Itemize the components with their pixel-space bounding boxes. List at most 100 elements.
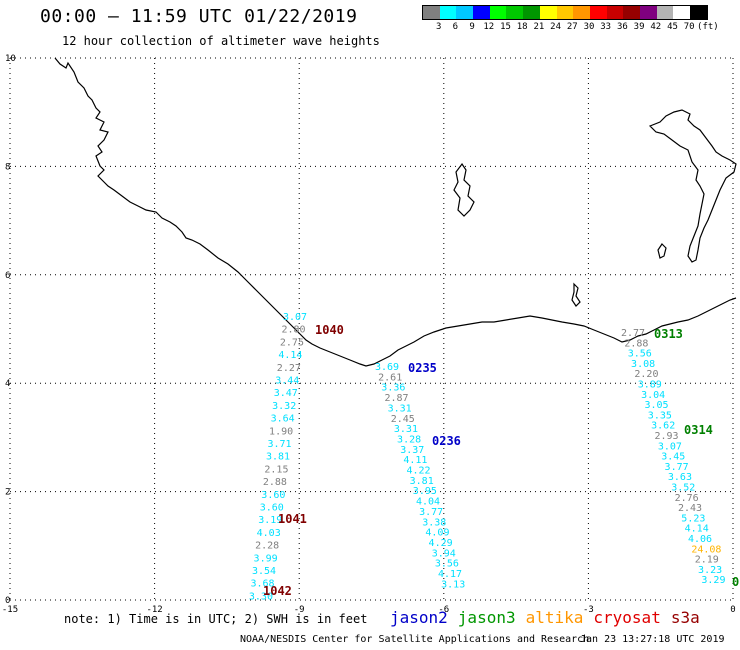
scale-label: 27 bbox=[566, 22, 578, 32]
x-tick-label: -12 bbox=[146, 605, 162, 615]
color-scale-boxes bbox=[422, 5, 708, 20]
scale-label: 36 bbox=[616, 22, 628, 32]
wave-height-value: 3.77 bbox=[419, 507, 443, 518]
scale-label: 70 bbox=[683, 22, 695, 32]
wave-height-value: 3.89 bbox=[638, 380, 662, 391]
wave-height-value: 3.08 bbox=[631, 359, 655, 370]
pass-time-label: 0235 bbox=[408, 361, 437, 375]
wave-height-value: 3.38 bbox=[422, 517, 446, 528]
wave-height-value: 3.19 bbox=[258, 515, 282, 526]
footer-credit: NOAA/NESDIS Center for Satellite Applica… bbox=[240, 634, 590, 645]
wave-height-value: 2.77 bbox=[621, 328, 645, 339]
y-tick-label: 8 bbox=[5, 162, 10, 172]
wave-height-value: 3.54 bbox=[252, 566, 276, 577]
scale-label: 18 bbox=[516, 22, 528, 32]
wave-height-value: 3.94 bbox=[432, 548, 456, 559]
coastline-segment bbox=[54, 57, 737, 367]
y-tick-label: 10 bbox=[5, 54, 16, 64]
x-tick-label: 0 bbox=[730, 605, 735, 615]
scale-label: 6 bbox=[452, 22, 459, 32]
wave-height-value: 2.45 bbox=[391, 414, 415, 425]
wave-height-value: 3.77 bbox=[665, 462, 689, 473]
wave-height-value: 3.60 bbox=[260, 503, 284, 514]
scale-swatch bbox=[523, 6, 540, 19]
coastline bbox=[54, 57, 737, 367]
satellite-legend: jason2 jason3 altika cryosat s3a bbox=[390, 608, 700, 627]
coastline-segment bbox=[453, 162, 475, 217]
wave-height-value: 2.43 bbox=[678, 503, 702, 514]
color-scale: 3 6 9 12 15 18 21 24 27 30 33 36 39 42 45 70 (ft) bbox=[422, 5, 719, 34]
scale-swatch bbox=[639, 6, 657, 19]
pass-time-label: 1042 bbox=[263, 584, 292, 598]
wave-height-value: 3.32 bbox=[272, 401, 296, 412]
scale-label: 42 bbox=[650, 22, 662, 32]
wave-height-value: 3.04 bbox=[641, 390, 665, 401]
wave-height-value: 3.68 bbox=[250, 579, 274, 590]
pass-time-labels: 1040 1041 1042 0235 0236 0313 0314 0 bbox=[263, 323, 739, 598]
wave-height-value: 2.88 bbox=[624, 338, 648, 349]
wave-height-value: 3.37 bbox=[400, 445, 424, 456]
wave-height-value: 4.14 bbox=[685, 524, 709, 535]
wave-height-value: 3.64 bbox=[271, 414, 295, 425]
wave-height-values: 3.07 2.802.75 4.14 2.27 3.443.47 3.32 3.641.90… bbox=[249, 312, 726, 602]
wave-height-value: 3.60 bbox=[261, 490, 285, 501]
scale-swatch bbox=[489, 6, 507, 19]
coastline-segment bbox=[648, 109, 737, 263]
wave-height-value: 3.44 bbox=[275, 376, 299, 387]
scale-swatch bbox=[673, 6, 690, 19]
legend-item-s3a: s3a bbox=[670, 608, 700, 627]
wave-height-value: 2.27 bbox=[277, 363, 301, 374]
coastline-segment bbox=[571, 282, 581, 307]
wave-height-value: 3.07 bbox=[658, 441, 682, 452]
wave-height-value: 3.28 bbox=[397, 434, 421, 445]
scale-label: (ft) bbox=[697, 22, 719, 32]
axis-tick-labels: -15 -12 -9 -6 -3 0 0 2 4 6 8 10 bbox=[2, 54, 736, 615]
y-tick-label: 0 bbox=[5, 596, 10, 606]
pass-time-label: 0236 bbox=[432, 434, 461, 448]
page-subtitle: 12 hour collection of altimeter wave hei… bbox=[62, 34, 380, 48]
wave-height-value: 4.14 bbox=[278, 350, 302, 361]
scale-swatch bbox=[539, 6, 557, 19]
legend-item-jason2: jason2 bbox=[390, 608, 448, 627]
wave-height-value: 3.62 bbox=[651, 421, 675, 432]
scale-swatch bbox=[573, 6, 590, 19]
footer-timestamp: Jan 23 13:27:18 UTC 2019 bbox=[580, 634, 725, 645]
wave-height-value: 2.88 bbox=[263, 477, 287, 488]
wave-height-value: 2.20 bbox=[634, 369, 658, 380]
wave-height-value: 3.56 bbox=[435, 559, 459, 570]
wave-height-value: 4.29 bbox=[429, 538, 453, 549]
wave-height-value: 5.23 bbox=[681, 513, 705, 524]
wave-height-value: 3.29 bbox=[701, 575, 725, 586]
scale-swatch bbox=[439, 6, 457, 19]
wave-height-value: 3.63 bbox=[668, 472, 692, 483]
scale-swatch bbox=[656, 6, 674, 19]
scale-label: 39 bbox=[633, 22, 645, 32]
scale-label: 30 bbox=[583, 22, 595, 32]
scale-swatch bbox=[623, 6, 640, 19]
coastline-segment bbox=[657, 243, 667, 259]
y-tick-label: 6 bbox=[5, 271, 10, 281]
wave-height-value: 4.06 bbox=[688, 534, 712, 545]
wave-height-value: 2.93 bbox=[655, 431, 679, 442]
wave-height-value: 2.75 bbox=[280, 337, 304, 348]
scale-label: 24 bbox=[550, 22, 562, 32]
pass-time-label: 0313 bbox=[654, 327, 683, 341]
x-tick-label: -3 bbox=[583, 605, 594, 615]
wave-height-value: 4.03 bbox=[257, 528, 281, 539]
wave-height-value: 3.23 bbox=[698, 565, 722, 576]
pass-time-label: 1040 bbox=[315, 323, 344, 337]
wave-height-value: 3.99 bbox=[254, 553, 278, 564]
wave-height-value: 3.05 bbox=[644, 400, 668, 411]
footer-note: note: 1) Time is in UTC; 2) SWH is in fe… bbox=[64, 612, 368, 626]
wave-height-value: 3.52 bbox=[671, 483, 695, 494]
scale-swatch bbox=[473, 6, 490, 19]
scale-swatch bbox=[423, 6, 440, 19]
scale-swatch bbox=[556, 6, 574, 19]
legend-item-cryosat: cryosat bbox=[593, 608, 661, 627]
wave-height-value: 4.04 bbox=[416, 497, 440, 508]
wave-height-value: 4.22 bbox=[407, 466, 431, 477]
pass-time-label: 0314 bbox=[684, 423, 713, 437]
wave-height-value: 3.81 bbox=[266, 452, 290, 463]
scale-swatch bbox=[456, 6, 474, 19]
pass-time-label: 0 bbox=[732, 575, 739, 589]
